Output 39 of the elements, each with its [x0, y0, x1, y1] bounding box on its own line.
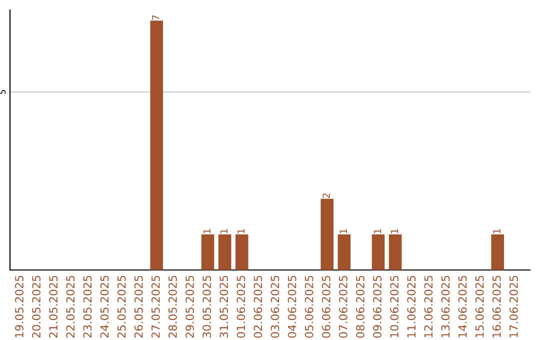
x-tick-label: 09.06.2025 — [373, 276, 382, 338]
data-label: 1 — [390, 229, 398, 234]
data-label: 1 — [374, 229, 381, 234]
x-tick-label: 23.05.2025 — [83, 276, 92, 338]
x-tick-label: 14.06.2025 — [458, 276, 467, 338]
data-label: 2 — [322, 194, 330, 198]
x-tick-label: 19.05.2025 — [15, 276, 24, 338]
x-tick-label: 08.06.2025 — [356, 276, 364, 338]
x-tick-label: 05.06.2025 — [304, 276, 314, 338]
x-tick-label: 25.05.2025 — [117, 276, 126, 338]
x-tick-label: 10.06.2025 — [390, 276, 399, 338]
x-tick-label: 16.06.2025 — [492, 276, 501, 338]
x-tick-label: 27.05.2025 — [151, 276, 160, 338]
data-label: 7 — [152, 15, 160, 20]
x-tick-label: 03.06.2025 — [270, 276, 280, 338]
x-tick-label: 07.06.2025 — [338, 276, 348, 338]
x-tick-label: 04.06.2025 — [288, 276, 296, 338]
x-tick-label: 02.06.2025 — [254, 276, 262, 338]
x-tick-label: 22.05.2025 — [66, 276, 75, 338]
x-tick-label: 11.06.2025 — [407, 276, 416, 338]
data-label: 1 — [237, 229, 245, 234]
x-tick-label: 15.06.2025 — [475, 276, 484, 338]
data-label: 1 — [203, 229, 210, 234]
x-tick-label: 31.05.2025 — [220, 276, 228, 338]
x-tick-label: 28.05.2025 — [168, 276, 177, 338]
x-tick-label: 24.05.2025 — [100, 276, 109, 338]
x-tick-label: 30.05.2025 — [202, 276, 211, 338]
data-label: 1 — [340, 229, 347, 234]
x-tick-label: 29.05.2025 — [186, 276, 194, 338]
x-tick-label: 06.06.2025 — [322, 276, 330, 338]
x-tick-label: 20.05.2025 — [32, 276, 41, 338]
x-tick-label: 21.05.2025 — [49, 276, 58, 338]
x-tick-label: 17.06.2025 — [509, 276, 518, 338]
data-label: 1 — [493, 229, 500, 234]
x-tick-label: 26.05.2025 — [134, 276, 143, 338]
data-label: 1 — [220, 229, 228, 234]
x-tick-label: 01.06.2025 — [236, 276, 246, 338]
x-tick-label: 12.06.2025 — [424, 276, 433, 338]
x-tick-label: 13.06.2025 — [441, 276, 450, 338]
